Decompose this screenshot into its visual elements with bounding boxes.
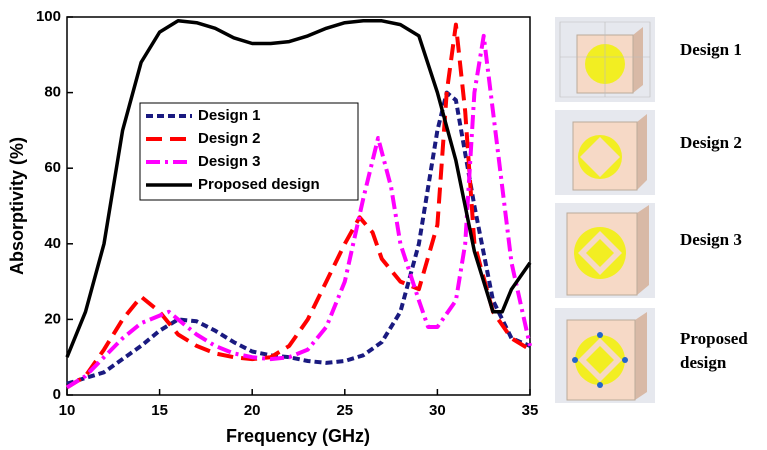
chart: Frequency (GHz) Absorptivity (%)	[0, 0, 767, 450]
panel-label: Design 2	[680, 133, 765, 153]
thumb-design-2	[555, 110, 655, 195]
y-tick-label: 60	[44, 159, 61, 176]
panel-label: Design 3	[680, 230, 765, 250]
legend-label: Design 3	[198, 153, 261, 170]
x-tick-label: 30	[429, 402, 446, 419]
page: Frequency (GHz) Absorptivity (%)	[0, 0, 767, 450]
thumb-design-1	[555, 17, 655, 102]
x-tick-label: 35	[522, 402, 539, 419]
panel-label: Design 1	[680, 40, 765, 60]
legend-label: Proposed design	[198, 176, 320, 193]
x-tick-label: 10	[59, 402, 76, 419]
thumbnails	[555, 17, 655, 403]
y-tick-label: 80	[44, 84, 61, 101]
x-tick-label: 25	[336, 402, 353, 419]
thumb-proposed	[555, 308, 655, 403]
thumb-design-3	[555, 203, 655, 298]
x-tick-label: 20	[244, 402, 261, 419]
y-tick-label: 100	[36, 8, 61, 25]
x-axis-label: Frequency (GHz)	[226, 426, 370, 446]
x-tick-label: 15	[151, 402, 168, 419]
y-tick-label: 40	[44, 235, 61, 252]
y-axis-label: Absorptivity (%)	[7, 137, 27, 275]
y-tick-label: 20	[44, 310, 61, 327]
series-line	[67, 36, 530, 388]
panel-label: Proposed design	[680, 327, 765, 375]
legend-label: Design 1	[198, 107, 261, 124]
y-tick-label: 0	[53, 386, 61, 403]
legend-label: Design 2	[198, 130, 261, 147]
